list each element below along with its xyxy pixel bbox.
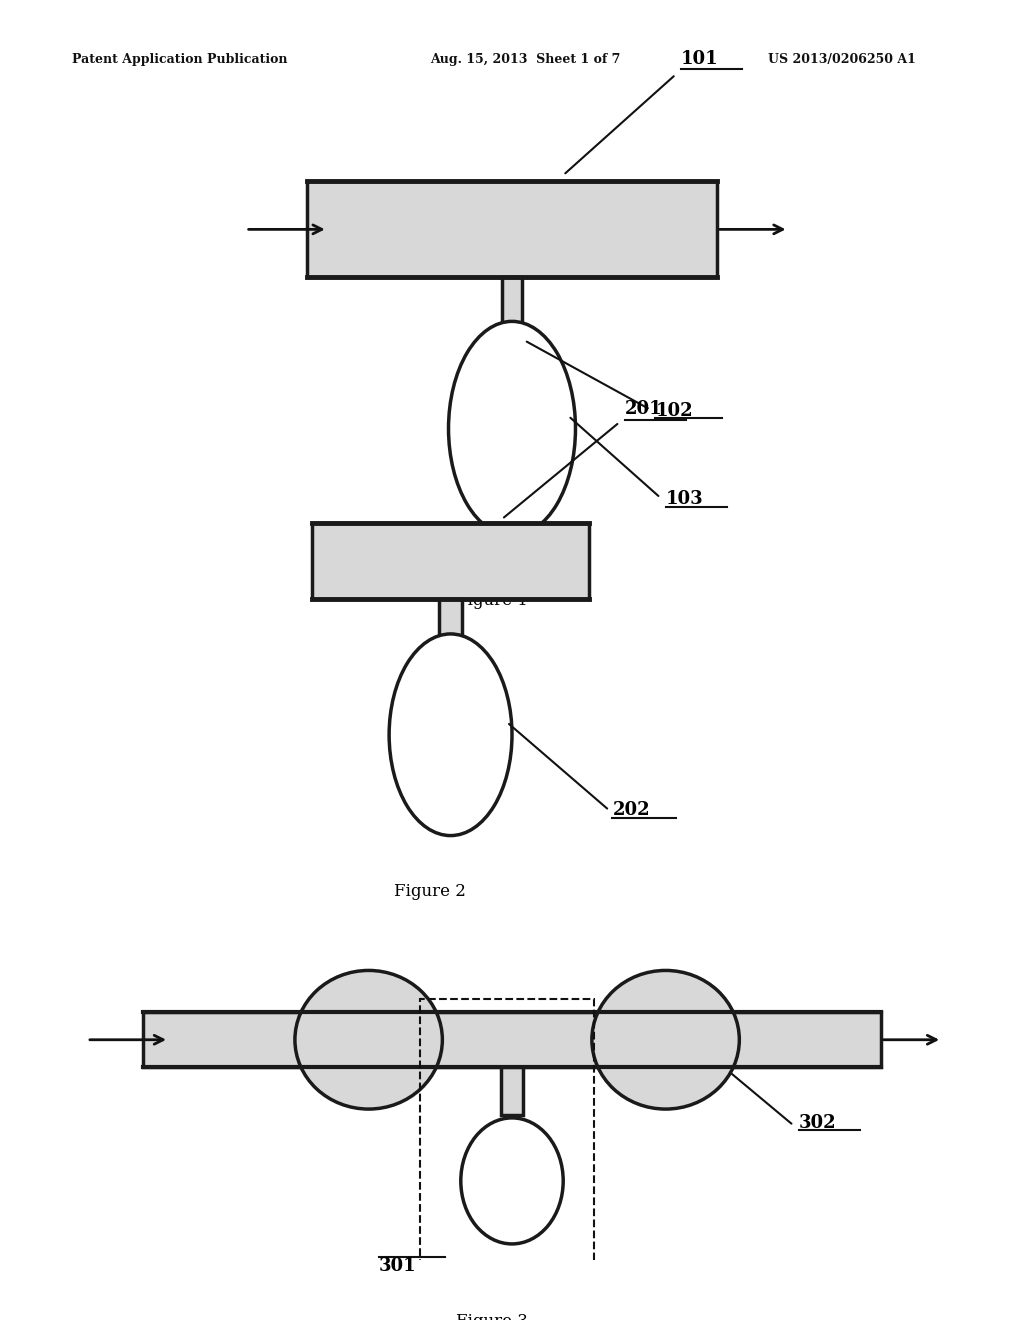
- Text: 202: 202: [612, 801, 650, 820]
- Text: Figure 2: Figure 2: [394, 883, 466, 900]
- Bar: [312, 523, 589, 599]
- Bar: [439, 599, 462, 636]
- Text: Figure 3: Figure 3: [456, 1313, 527, 1320]
- Text: US 2013/0206250 A1: US 2013/0206250 A1: [768, 53, 915, 66]
- Text: 103: 103: [666, 490, 703, 508]
- Ellipse shape: [461, 1118, 563, 1243]
- Ellipse shape: [389, 634, 512, 836]
- Text: Figure 1: Figure 1: [456, 593, 527, 610]
- Bar: [501, 1068, 523, 1115]
- Text: 201: 201: [625, 400, 663, 418]
- Text: 101: 101: [681, 50, 719, 69]
- Text: Patent Application Publication: Patent Application Publication: [72, 53, 287, 66]
- Ellipse shape: [295, 970, 442, 1109]
- Text: 302: 302: [799, 1114, 837, 1131]
- Ellipse shape: [592, 970, 739, 1109]
- Bar: [307, 181, 717, 277]
- Text: 301: 301: [379, 1257, 417, 1275]
- Text: 102: 102: [655, 401, 693, 420]
- Bar: [502, 277, 522, 325]
- Text: Aug. 15, 2013  Sheet 1 of 7: Aug. 15, 2013 Sheet 1 of 7: [430, 53, 621, 66]
- Bar: [143, 1012, 881, 1068]
- Ellipse shape: [449, 321, 575, 536]
- Bar: [420, 999, 594, 1263]
